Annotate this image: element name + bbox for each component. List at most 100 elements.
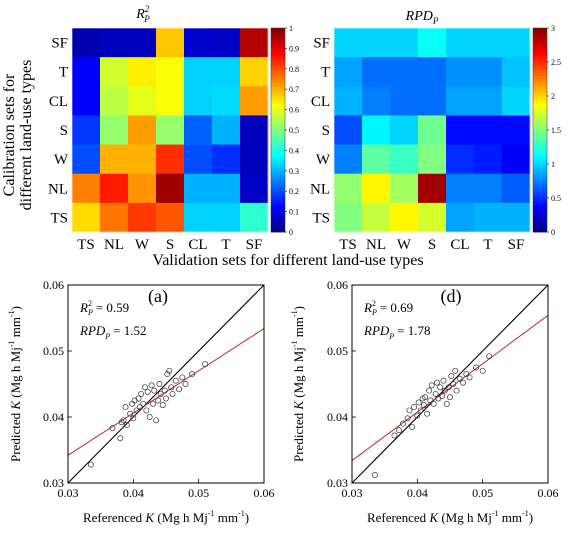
heatmap-rpdp-title: RPDP: [405, 9, 439, 26]
colorbar-segment: [533, 65, 547, 70]
data-point: [166, 367, 173, 374]
heatmap-cell-T-CL: [446, 57, 475, 87]
colorbar-segment: [533, 79, 547, 83]
colorbar-segment: [533, 225, 547, 229]
colorbar-segment: [533, 140, 547, 144]
colorbar-segment: [271, 106, 285, 110]
data-point: [479, 367, 486, 374]
y-tick-label: 0.06: [43, 278, 64, 292]
heatmap-cell-NL-TS: [72, 173, 101, 204]
heatmap-cell-S-TS: [334, 115, 363, 145]
colorbar-segment: [533, 51, 547, 56]
colorbar-segment: [271, 92, 285, 97]
heatmap-cell-S-T: [474, 115, 503, 145]
heatmap-cell-T-W: [390, 57, 419, 87]
heatmap-row-label: S: [322, 123, 330, 139]
heatmap-cell-SF-W: [390, 28, 419, 58]
colorbar-segment: [271, 31, 285, 36]
colorbar-segment: [533, 191, 547, 195]
heatmap-cell-NL-NL: [362, 173, 391, 204]
shared-y-axis-label: Calibration sets for different land-use …: [1, 60, 35, 211]
heatmap-col-label: T: [221, 237, 230, 253]
colorbar-segment: [533, 187, 547, 192]
data-point: [440, 377, 447, 384]
data-point: [486, 353, 493, 360]
data-point: [466, 374, 473, 381]
colorbar-segment: [271, 126, 285, 131]
colorbar-segment: [271, 194, 285, 199]
heatmap-cell-CL-NL: [100, 86, 129, 116]
colorbar-segment: [271, 167, 285, 172]
data-point: [411, 404, 418, 411]
colorbar-segment: [271, 136, 285, 141]
data-point: [140, 400, 147, 407]
colorbar-segment: [271, 99, 285, 104]
heatmap-cell-W-CL: [184, 144, 213, 175]
heatmap-cell-W-CL: [446, 144, 475, 175]
y-tick-label: 0.06: [327, 278, 348, 292]
colorbar-tick-label: 1.5: [551, 126, 561, 135]
colorbar-segment: [271, 89, 285, 93]
heatmap-rpdp-cells: [333, 27, 531, 233]
heatmap-cell-S-CL: [446, 115, 475, 145]
data-point: [169, 390, 176, 397]
heatmap-cell-SF-T: [212, 28, 241, 58]
colorbar-tick-label: 0.9: [289, 44, 299, 53]
heatmap-cell-CL-TS: [334, 86, 363, 116]
data-point: [163, 395, 169, 402]
colorbar-segment: [533, 82, 547, 87]
colorbar-segment: [533, 75, 547, 80]
heatmap-cell-SF-S: [156, 28, 185, 58]
data-point: [179, 374, 186, 381]
colorbar-segment: [271, 133, 285, 138]
heatmap-cell-CL-SF: [240, 86, 269, 116]
heatmap-cell-NL-T: [212, 173, 241, 204]
scatter-d-x-axis-label: Referenced K (Mg h Mj-1 mm-1): [367, 509, 533, 525]
colorbar-segment: [533, 194, 547, 199]
heatmap-col-label: NL: [104, 237, 124, 253]
heatmap-cell-NL-SF: [502, 173, 531, 204]
heatmap-cell-W-NL: [100, 144, 129, 175]
data-point: [400, 420, 406, 427]
heatmap-col-label: TS: [339, 237, 357, 253]
colorbar-segment: [533, 68, 547, 73]
heatmap-cell-W-SF: [240, 144, 269, 175]
colorbar-tick-label: 3: [551, 24, 555, 33]
heatmap-cell-TS-S: [418, 202, 447, 233]
colorbar-segment: [271, 177, 285, 182]
data-point: [182, 381, 189, 387]
colorbar-segment: [533, 221, 547, 226]
y-tick-label: 0.03: [43, 476, 64, 490]
colorbar-segment: [533, 184, 547, 189]
data-point: [450, 381, 457, 387]
heatmap-cell-NL-TS: [334, 173, 363, 204]
heatmap-col-label: SF: [508, 237, 525, 253]
heatmap-cell-CL-T: [212, 86, 241, 116]
identity-line: [68, 285, 264, 483]
colorbar-segment: [271, 215, 285, 219]
heatmap-cell-TS-T: [212, 202, 241, 233]
y-tick-label: 0.03: [327, 476, 348, 490]
colorbar-segment: [271, 187, 285, 192]
x-tick-label: 0.04: [407, 486, 428, 500]
x-tick-label: 0.05: [472, 486, 493, 500]
data-point: [130, 415, 137, 422]
colorbar-segment: [271, 191, 285, 195]
colorbar-segment: [533, 113, 547, 117]
heatmap-col-label: CL: [450, 237, 469, 253]
y-tick-label: 0.04: [327, 410, 348, 424]
heatmap-cell-TS-T: [474, 202, 503, 233]
colorbar-segment: [533, 34, 547, 39]
heatmap-cell-S-NL: [100, 115, 129, 145]
data-point: [172, 377, 179, 384]
colorbar-segment: [271, 28, 285, 32]
colorbar-segment: [271, 181, 285, 185]
heatmap-cell-TS-NL: [362, 202, 391, 233]
data-point: [120, 417, 127, 424]
heatmap-cell-W-TS: [72, 144, 101, 175]
colorbar-segment: [533, 41, 547, 46]
heatmap-col-label: SF: [246, 237, 263, 253]
data-point: [123, 421, 130, 428]
heatmap-border: [71, 27, 269, 233]
